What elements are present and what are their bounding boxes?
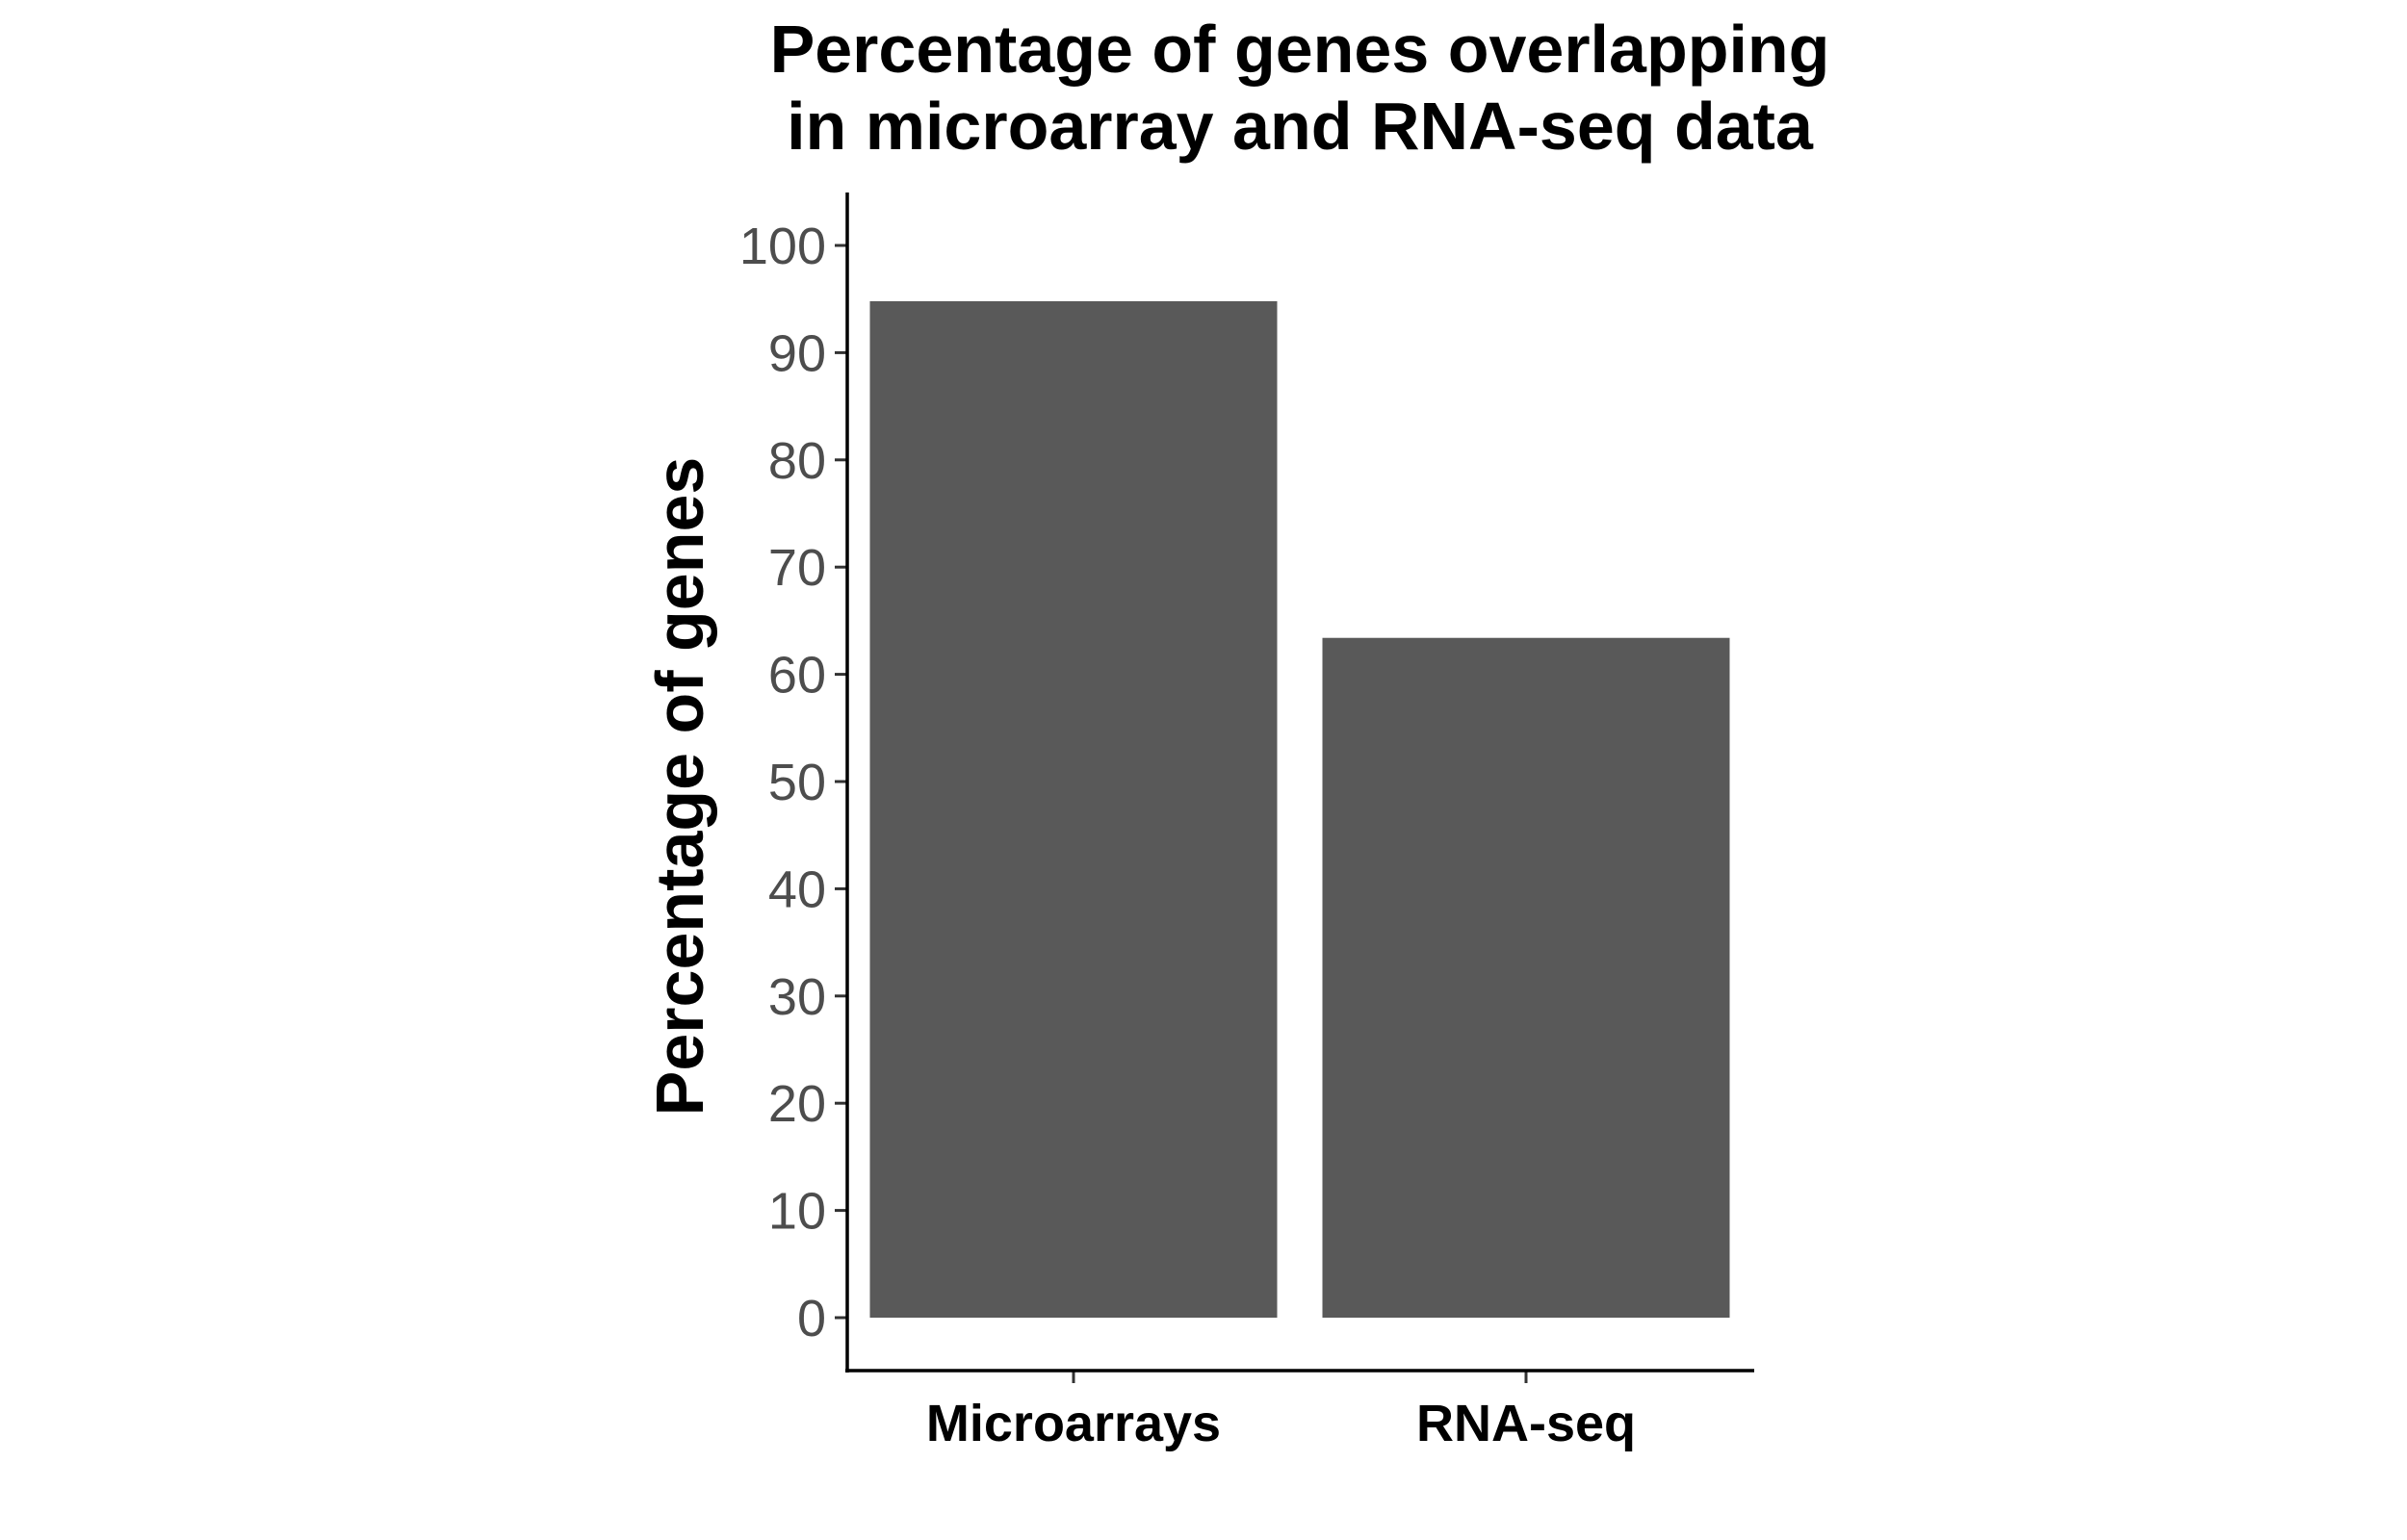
x-tick-label-microarrays: Microarrays bbox=[926, 1395, 1221, 1452]
y-tick-label-90: 90 bbox=[768, 324, 826, 382]
y-tick-label-50: 50 bbox=[768, 754, 826, 811]
y-tick-label-60: 60 bbox=[768, 647, 826, 705]
y-tick-label-10: 10 bbox=[768, 1183, 826, 1241]
chart-title-line-1: Percentage of genes overlapping bbox=[770, 12, 1830, 87]
x-axis-ticks: Microarrays RNA-seq bbox=[926, 1371, 1636, 1452]
y-axis-ticks: 0 10 20 30 40 50 60 70 80 90 100 bbox=[739, 218, 847, 1348]
y-tick-label-100: 100 bbox=[739, 218, 826, 275]
bar-microarrays bbox=[869, 300, 1278, 1319]
y-tick-label-0: 0 bbox=[797, 1290, 826, 1348]
y-tick-label-30: 30 bbox=[768, 968, 826, 1026]
x-tick-label-rna-seq: RNA-seq bbox=[1416, 1395, 1636, 1452]
bars-group bbox=[869, 300, 1730, 1319]
y-tick-label-40: 40 bbox=[768, 860, 826, 918]
y-tick-label-70: 70 bbox=[768, 539, 826, 597]
chart-title-line-2: in microarray and RNA-seq data bbox=[787, 89, 1814, 164]
y-tick-label-20: 20 bbox=[768, 1075, 826, 1133]
bar-rna-seq bbox=[1322, 637, 1730, 1318]
y-tick-label-80: 80 bbox=[768, 432, 826, 490]
y-axis-title: Percentage of genes bbox=[642, 457, 717, 1116]
chart-title: Percentage of genes overlapping in micro… bbox=[770, 12, 1830, 164]
